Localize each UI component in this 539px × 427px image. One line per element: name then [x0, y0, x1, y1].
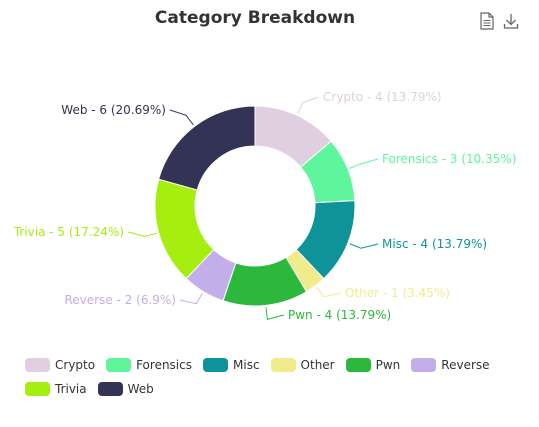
slice-label-other: Other - 1 (3.45%): [345, 286, 450, 300]
donut-chart: Crypto - 4 (13.79%) Forensics - 3 (10.35%…: [13, 90, 517, 322]
leader-line-pwn: [265, 307, 285, 320]
chart-title: Category Breakdown: [154, 8, 356, 28]
legend-label: Other: [300, 358, 335, 372]
slice-label-crypto: Crypto - 4 (13.79%): [323, 90, 442, 104]
legend-label: Trivia: [55, 382, 87, 396]
legend-swatch: [203, 358, 228, 372]
legend-swatch: [411, 358, 437, 372]
slice-label-web: Web - 6 (20.69%): [61, 103, 166, 117]
slice-label-pwn: Pwn - 4 (13.79%): [288, 308, 391, 322]
legend-item-web[interactable]: Web: [97, 382, 154, 396]
legend-item-crypto[interactable]: Crypto: [25, 358, 95, 372]
leader-line-crypto: [297, 96, 320, 114]
legend-item-pwn[interactable]: Pwn: [345, 358, 401, 372]
legend-label: Web: [127, 382, 154, 396]
slice-label-reverse: Reverse - 2 (6.9%): [65, 293, 177, 307]
leader-line-web: [169, 109, 194, 126]
leader-line-other: [316, 286, 342, 298]
legend-label: Pwn: [375, 358, 401, 372]
legend-item-trivia[interactable]: Trivia: [25, 382, 87, 396]
legend: Crypto Forensics Misc Other Pwn Reverse Trivia…: [25, 358, 525, 396]
legend-swatch: [25, 358, 50, 372]
legend-swatch: [270, 358, 296, 372]
leader-line-forensics: [349, 158, 379, 169]
slice-web[interactable]: [158, 105, 256, 191]
legend-item-forensics[interactable]: Forensics: [106, 358, 192, 372]
legend-label: Crypto: [55, 358, 96, 372]
slice-label-forensics: Forensics - 3 (10.35%): [382, 152, 516, 166]
legend-item-other[interactable]: Other: [270, 358, 335, 372]
download-icon[interactable]: [503, 12, 519, 30]
leader-line-misc: [349, 243, 379, 249]
slice-label-misc: Misc - 4 (13.79%): [382, 237, 487, 251]
legend-label: Reverse: [441, 358, 490, 372]
legend-swatch: [106, 358, 132, 372]
legend-swatch: [25, 382, 50, 396]
slice-label-trivia: Trivia - 5 (17.24%): [13, 225, 124, 239]
legend-swatch: [345, 358, 371, 372]
leader-line-trivia: [127, 231, 157, 238]
leader-line-reverse: [179, 293, 203, 305]
legend-item-misc[interactable]: Misc: [203, 358, 260, 372]
legend-item-reverse[interactable]: Reverse: [411, 358, 490, 372]
legend-label: Forensics: [136, 358, 192, 372]
legend-swatch: [97, 382, 123, 396]
legend-label: Misc: [233, 358, 260, 372]
document-icon[interactable]: [479, 12, 495, 30]
